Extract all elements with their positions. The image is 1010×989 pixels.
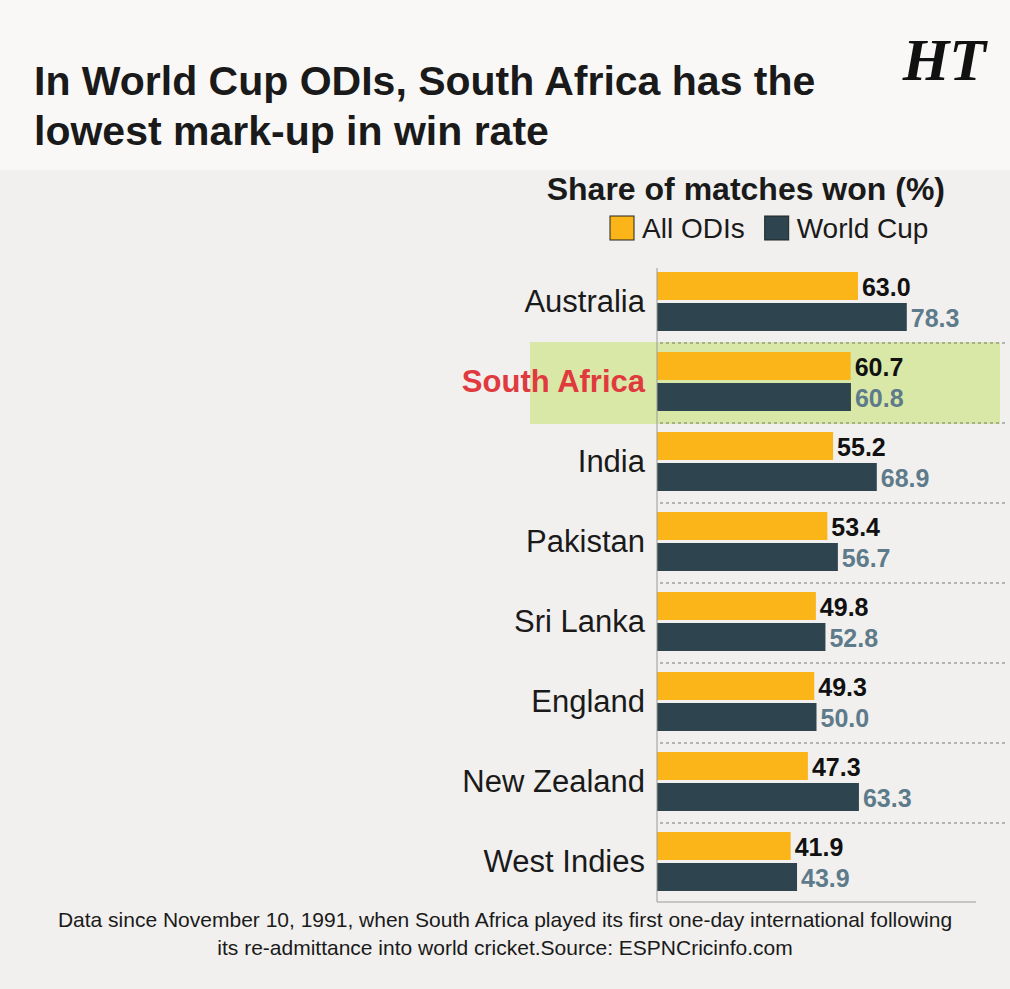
data-label: 55.2	[837, 433, 886, 461]
text-line: Data since November 10, 1991, when South…	[58, 908, 952, 931]
separator	[660, 743, 1006, 744]
legend-label: World Cup	[797, 213, 929, 244]
bar	[657, 623, 825, 651]
data-label: 63.0	[862, 273, 911, 301]
data-label: 63.3	[863, 784, 912, 812]
data-label: 78.3	[911, 304, 960, 332]
bar	[657, 592, 816, 620]
separator	[660, 823, 1006, 824]
data-label: 50.0	[821, 704, 870, 732]
data-label: 43.9	[801, 864, 850, 892]
data-label: 53.4	[831, 513, 880, 541]
x-axis-line	[657, 902, 976, 903]
category-label: Sri Lanka	[514, 604, 646, 639]
data-label: 41.9	[795, 833, 844, 861]
chart: In World Cup ODIs, South Africa has thel…	[0, 0, 1010, 989]
legend-swatch	[610, 216, 634, 240]
separator	[660, 343, 1006, 344]
background-band	[0, 0, 1010, 170]
bar	[657, 783, 859, 811]
category-label: India	[578, 444, 646, 479]
bar	[657, 863, 797, 891]
separator	[660, 423, 1006, 424]
bar	[657, 543, 838, 571]
subtitle: Share of matches won (%)	[547, 171, 945, 207]
bar	[657, 303, 907, 331]
category-label: England	[531, 684, 645, 719]
logo: HT	[902, 27, 989, 93]
y-axis-line	[657, 268, 658, 902]
data-label: 56.7	[842, 544, 891, 572]
data-label: 60.8	[855, 384, 904, 412]
separator	[660, 583, 1006, 584]
data-label: 60.7	[855, 353, 904, 381]
bar	[657, 352, 851, 380]
data-label: 49.8	[820, 593, 869, 621]
category-label: West Indies	[484, 844, 645, 879]
bar	[657, 432, 833, 460]
labels: Australia 63.078.3 South Africa 60.7 60.8 Ind…	[462, 273, 960, 892]
category-label: South Africa	[462, 364, 646, 399]
title: In World Cup ODIs, South Africa has thel…	[34, 58, 815, 154]
text-line: lowest mark-up in win rate	[34, 108, 549, 154]
data-label: 47.3	[812, 753, 861, 781]
bar	[657, 752, 808, 780]
legend-swatch	[765, 216, 789, 240]
bar	[657, 832, 791, 860]
data-label: 68.9	[881, 464, 930, 492]
bar	[657, 703, 817, 731]
category-label: New Zealand	[462, 764, 645, 799]
background	[0, 0, 1010, 989]
text-line: its re-admittance into world cricket.Sou…	[217, 936, 792, 959]
category-label: Australia	[524, 284, 645, 319]
data-label: 52.8	[829, 624, 878, 652]
bar	[657, 272, 858, 300]
bar	[657, 672, 814, 700]
data-label: 49.3	[818, 673, 867, 701]
category-label: Pakistan	[526, 524, 645, 559]
separator	[660, 663, 1006, 664]
separator	[660, 503, 1006, 504]
note: Data since November 10, 1991, when South…	[58, 908, 952, 959]
legend-label: All ODIs	[642, 213, 745, 244]
text-line: In World Cup ODIs, South Africa has the	[34, 58, 815, 104]
bar	[657, 383, 851, 411]
bar	[657, 512, 827, 540]
bar	[657, 463, 877, 491]
